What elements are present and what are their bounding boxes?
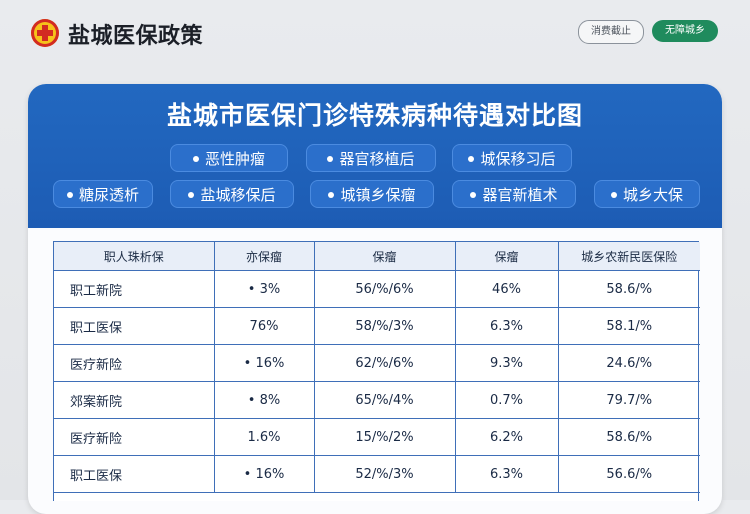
table-cell: 医疗新险	[54, 418, 215, 456]
table-cell: 郊案新院	[54, 381, 215, 419]
bullet-icon	[328, 191, 335, 198]
table-cell: 56.6/%	[558, 455, 700, 493]
table-cell: 6.3%	[455, 307, 559, 345]
page-title: 盐城市医保门诊特殊病种待遇对比图	[166, 101, 583, 130]
bullet-icon	[327, 155, 334, 162]
table-cell: 6.3%	[455, 455, 559, 493]
table-cell: • 3%	[214, 270, 315, 308]
table-row: 医疗新险 1.6% 15/%/2% 6.2% 58.6/%	[54, 418, 700, 456]
tag-diabetes-dialysis[interactable]: 糖尿透析	[53, 180, 153, 208]
table-cell: 58/%/3%	[314, 307, 456, 345]
table-cell: • 16%	[214, 455, 315, 493]
banner: 盐城市医保门诊特殊病种待遇对比图 恶性肿瘤 器官移植后 城保移习后 糖尿透析 盐…	[28, 84, 722, 228]
table-cell: 职工医保	[54, 307, 215, 345]
bullet-icon	[470, 191, 477, 198]
accessibility-button[interactable]: 无障城乡	[652, 20, 718, 42]
consumption-button[interactable]: 消费截止	[578, 20, 644, 44]
comparison-card: 盐城市医保门诊特殊病种待遇对比图 恶性肿瘤 器官移植后 城保移习后 糖尿透析 盐…	[28, 84, 722, 514]
table-row: 医疗新险 • 16% 62/%/6% 9.3% 24.6/%	[54, 344, 700, 382]
tag-urban-rural-insurance[interactable]: 城乡大保	[594, 180, 700, 208]
table-cell: • 16%	[214, 344, 315, 382]
table-cell: 58.1/%	[558, 307, 700, 345]
table-header-row: 职人珠析保 亦保瘤 保瘤 保瘤 城乡农新民医保险	[54, 242, 700, 271]
table-cell: 9.3%	[455, 344, 559, 382]
bullet-icon	[468, 155, 475, 162]
table-cell: 职工医保	[54, 455, 215, 493]
table-cell: 1.6%	[214, 418, 315, 456]
column-header: 城乡农新民医保险	[558, 242, 700, 271]
table-cell: 65/%/4%	[314, 381, 456, 419]
table-cell: 15/%/2%	[314, 418, 456, 456]
bullet-icon	[188, 191, 195, 198]
red-cross-emblem-icon	[31, 19, 59, 47]
table-cell: 58.6/%	[558, 270, 700, 308]
table-cell: 58.6/%	[558, 418, 700, 456]
column-header: 职人珠析保	[54, 242, 215, 271]
bullet-icon	[192, 155, 199, 162]
table-row: 职工医保 76% 58/%/3% 6.3% 58.1/%	[54, 307, 700, 345]
tag-malignant-tumor[interactable]: 恶性肿瘤	[170, 144, 288, 172]
tag-city-insurance[interactable]: 城保移习后	[452, 144, 572, 172]
column-header: 亦保瘤	[214, 242, 315, 271]
table-cell: 46%	[455, 270, 559, 308]
table-cell: 56/%/6%	[314, 270, 456, 308]
table-cell: 76%	[214, 307, 315, 345]
top-bar: 盐城医保政策 消费截止 无障城乡	[0, 0, 750, 64]
tag-yancheng-transfer[interactable]: 盐城移保后	[170, 180, 294, 208]
table-cell: • 8%	[214, 381, 315, 419]
table-cell: 6.2%	[455, 418, 559, 456]
table-cell: 0.7%	[455, 381, 559, 419]
tag-urban-rural-tumor[interactable]: 城镇乡保瘤	[310, 180, 434, 208]
bullet-icon	[610, 191, 617, 198]
table-cell: 医疗新险	[54, 344, 215, 382]
column-header: 保瘤	[314, 242, 456, 271]
comparison-table: 职人珠析保 亦保瘤 保瘤 保瘤 城乡农新民医保险 职工新院 • 3% 56/%/…	[53, 241, 700, 501]
table-cell: 79.7/%	[558, 381, 700, 419]
bullet-icon	[66, 191, 73, 198]
tag-organ-new-surgery[interactable]: 器官新植术	[452, 180, 576, 208]
brand-title: 盐城医保政策	[68, 24, 204, 49]
table-cell: 职工新院	[54, 270, 215, 308]
table-row: 职工新院 • 3% 56/%/6% 46% 58.6/%	[54, 270, 700, 308]
table-row: 职工医保 • 16% 52/%/3% 6.3% 56.6/%	[54, 455, 700, 493]
table-cell: 52/%/3%	[314, 455, 456, 493]
column-header: 保瘤	[455, 242, 559, 271]
tag-organ-transplant[interactable]: 器官移植后	[306, 144, 436, 172]
table-cell: 24.6/%	[558, 344, 700, 382]
table-cell: 62/%/6%	[314, 344, 456, 382]
table-row: 郊案新院 • 8% 65/%/4% 0.7% 79.7/%	[54, 381, 700, 419]
